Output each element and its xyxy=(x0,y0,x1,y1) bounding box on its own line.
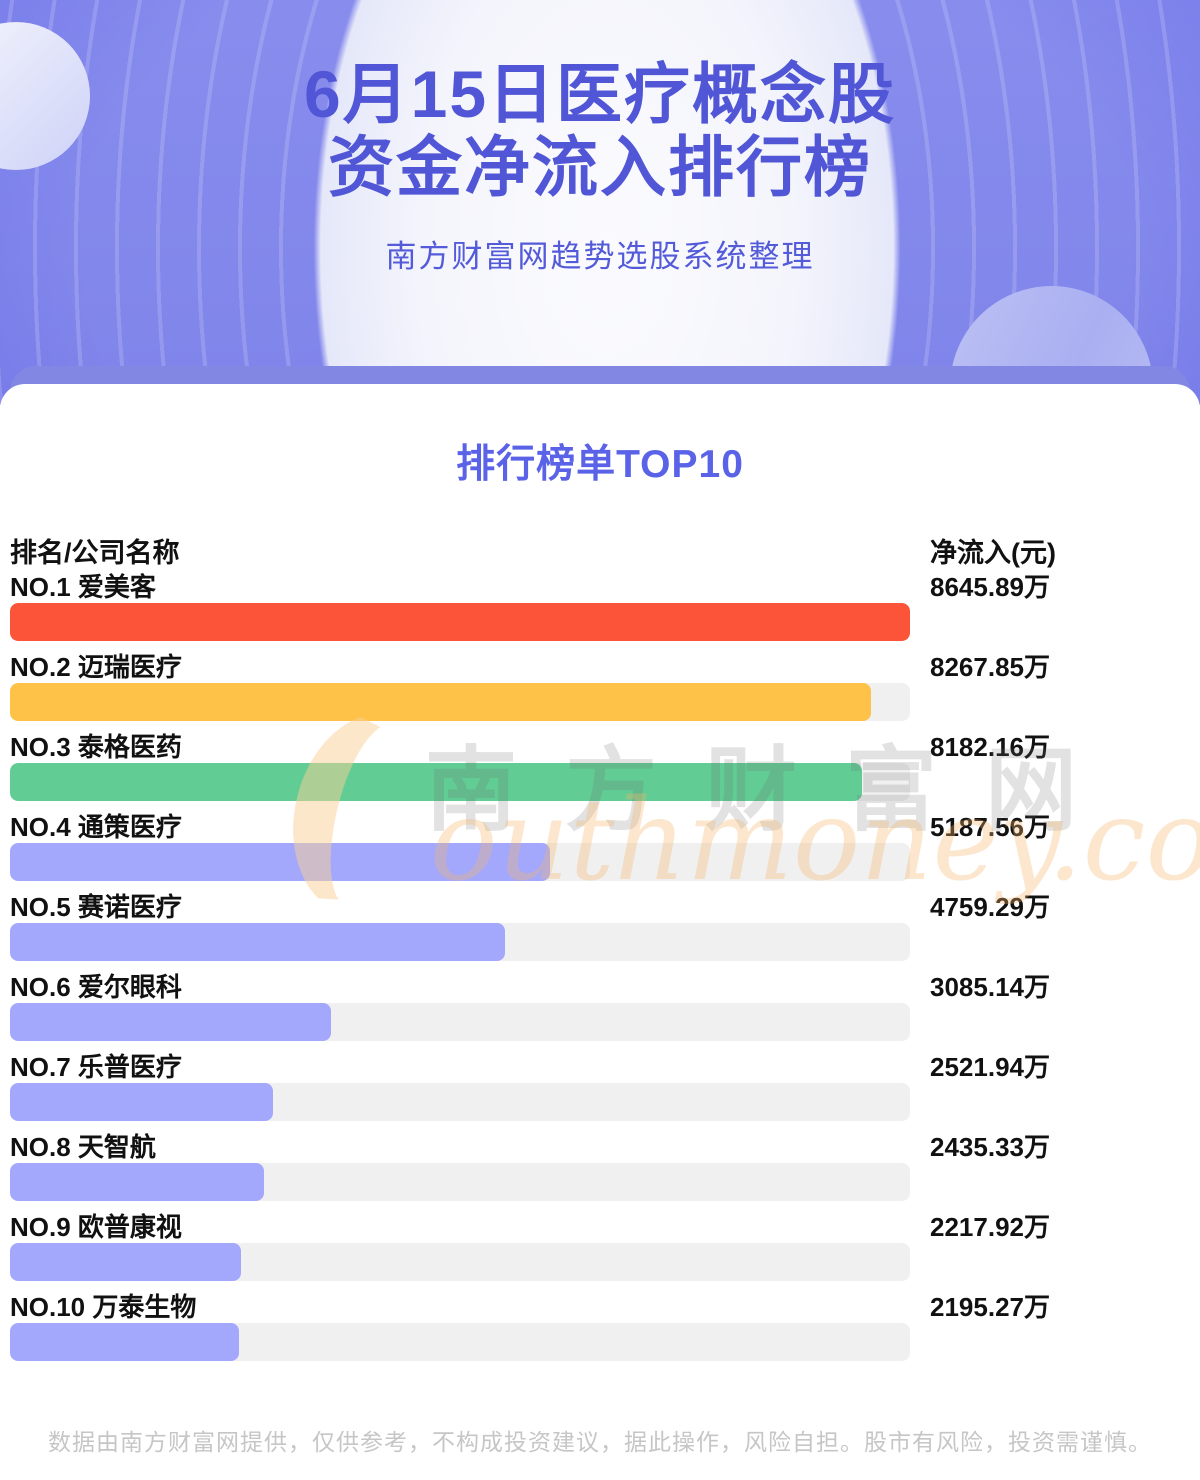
row-header: NO.1 爱美客 8645.89万 xyxy=(10,567,1190,603)
row-net-inflow-value: 2195.27万 xyxy=(930,1292,1050,1322)
row-rank-company-label: NO.10 万泰生物 xyxy=(10,1292,197,1322)
row-rank-company-label: NO.6 爱尔眼科 xyxy=(10,972,182,1002)
row-rank-company-label: NO.5 赛诺医疗 xyxy=(10,892,182,922)
row-net-inflow-value: 2217.92万 xyxy=(930,1212,1050,1242)
row-rank-company-label: NO.3 泰格医药 xyxy=(10,732,182,762)
page-title-line1: 6月15日医疗概念股 xyxy=(303,57,897,131)
table-row: NO.4 通策医疗 5187.56万 xyxy=(10,807,1190,887)
bar-track xyxy=(10,843,910,881)
row-net-inflow-value: 2435.33万 xyxy=(930,1132,1050,1162)
row-header: NO.2 迈瑞医疗 8267.85万 xyxy=(10,647,1190,683)
bar-track xyxy=(10,1083,910,1121)
bar xyxy=(10,1003,332,1041)
bar xyxy=(10,683,871,721)
table-row: NO.5 赛诺医疗 4759.29万 xyxy=(10,887,1190,967)
bar xyxy=(10,763,862,801)
ranking-bar-chart: 排名/公司名称 净流入(元) NO.1 爱美客 8645.89万 NO.2 迈瑞医疗… xyxy=(10,531,1190,1367)
bar xyxy=(10,603,910,641)
bar xyxy=(10,843,550,881)
hero-banner: 6月15日医疗概念股 资金净流入排行榜 南方财富网趋势选股系统整理 xyxy=(0,0,1200,405)
row-net-inflow-value: 3085.14万 xyxy=(930,972,1050,1002)
table-row: NO.1 爱美客 8645.89万 xyxy=(10,567,1190,647)
table-row: NO.9 欧普康视 2217.92万 xyxy=(10,1207,1190,1287)
page-subtitle: 南方财富网趋势选股系统整理 xyxy=(385,239,815,274)
row-rank-company-label: NO.9 欧普康视 xyxy=(10,1212,182,1242)
bar xyxy=(10,1163,264,1201)
bar-track xyxy=(10,1323,910,1361)
row-header: NO.8 天智航 2435.33万 xyxy=(10,1127,1190,1163)
table-row: NO.3 泰格医药 8182.16万 xyxy=(10,727,1190,807)
table-row: NO.2 迈瑞医疗 8267.85万 xyxy=(10,647,1190,727)
row-rank-company-label: NO.4 通策医疗 xyxy=(10,812,182,842)
row-header: NO.10 万泰生物 2195.27万 xyxy=(10,1287,1190,1323)
section-title: 排行榜单TOP10 xyxy=(456,443,744,486)
column-header-net-inflow: 净流入(元) xyxy=(930,538,1056,568)
chart-column-headers: 排名/公司名称 净流入(元) xyxy=(10,531,1190,568)
row-header: NO.4 通策医疗 5187.56万 xyxy=(10,807,1190,843)
row-net-inflow-value: 8182.16万 xyxy=(930,732,1050,762)
disclaimer-text: 数据由南方财富网提供，仅供参考，不构成投资建议，据此操作，风险自担。股市有风险，… xyxy=(48,1429,1152,1455)
bar-track xyxy=(10,683,910,721)
content-card-top xyxy=(0,384,1200,405)
bar-track xyxy=(10,1003,910,1041)
bar xyxy=(10,1323,239,1361)
row-header: NO.5 赛诺医疗 4759.29万 xyxy=(10,887,1190,923)
row-net-inflow-value: 5187.56万 xyxy=(930,812,1050,842)
row-header: NO.7 乐普医疗 2521.94万 xyxy=(10,1047,1190,1083)
content-area: 排行榜单TOP10 排名/公司名称 净流入(元) NO.1 爱美客 8645.89… xyxy=(0,405,1200,1457)
row-header: NO.9 欧普康视 2217.92万 xyxy=(10,1207,1190,1243)
table-row: NO.7 乐普医疗 2521.94万 xyxy=(10,1047,1190,1127)
table-row: NO.10 万泰生物 2195.27万 xyxy=(10,1287,1190,1367)
row-header: NO.3 泰格医药 8182.16万 xyxy=(10,727,1190,763)
bar-track xyxy=(10,603,910,641)
row-rank-company-label: NO.8 天智航 xyxy=(10,1132,156,1162)
bar xyxy=(10,923,506,961)
bar-track xyxy=(10,923,910,961)
table-row: NO.6 爱尔眼科 3085.14万 xyxy=(10,967,1190,1047)
row-rank-company-label: NO.2 迈瑞医疗 xyxy=(10,652,182,682)
row-net-inflow-value: 8645.89万 xyxy=(930,572,1050,602)
row-rank-company-label: NO.7 乐普医疗 xyxy=(10,1052,182,1082)
row-net-inflow-value: 2521.94万 xyxy=(930,1052,1050,1082)
bar xyxy=(10,1083,273,1121)
bar-track xyxy=(10,1243,910,1281)
column-header-rank-company: 排名/公司名称 xyxy=(10,538,180,568)
bar-track xyxy=(10,1163,910,1201)
page-title: 6月15日医疗概念股 资金净流入排行榜 xyxy=(0,58,1200,204)
hero-text-block: 6月15日医疗概念股 资金净流入排行榜 南方财富网趋势选股系统整理 xyxy=(0,0,1200,276)
row-net-inflow-value: 4759.29万 xyxy=(930,892,1050,922)
page-title-line2: 资金净流入排行榜 xyxy=(328,130,872,204)
row-rank-company-label: NO.1 爱美客 xyxy=(10,572,156,602)
table-row: NO.8 天智航 2435.33万 xyxy=(10,1127,1190,1207)
row-net-inflow-value: 8267.85万 xyxy=(930,652,1050,682)
chart-rows: NO.1 爱美客 8645.89万 NO.2 迈瑞医疗 8267.85万 NO.3 泰格… xyxy=(10,567,1190,1367)
bar-track xyxy=(10,763,910,801)
row-header: NO.6 爱尔眼科 3085.14万 xyxy=(10,967,1190,1003)
bar xyxy=(10,1243,241,1281)
